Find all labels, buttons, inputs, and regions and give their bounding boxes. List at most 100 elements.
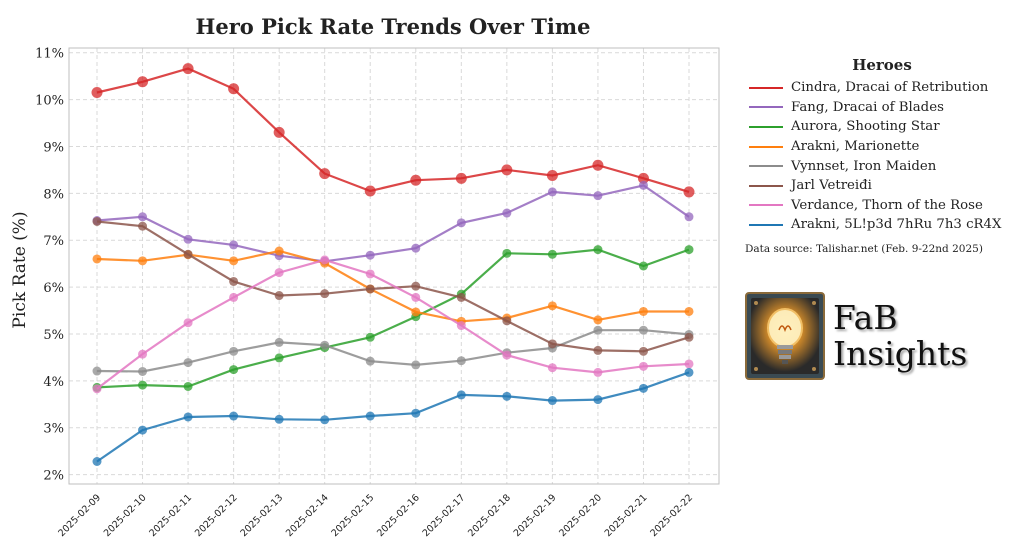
data-point xyxy=(456,321,466,331)
chart-title: Hero Pick Rate Trends Over Time xyxy=(196,14,591,39)
x-tick-labels: 2025-02-092025-02-102025-02-112025-02-12… xyxy=(56,492,695,539)
x-tick-label: 2025-02-20 xyxy=(557,492,604,539)
x-tick-label: 2025-02-09 xyxy=(56,492,103,539)
data-point xyxy=(456,356,466,366)
data-point xyxy=(365,411,375,421)
data-point xyxy=(638,346,648,356)
legend-entry: Arakni, 5L!p3d 7hRu 7h3 cR4X xyxy=(742,215,1012,235)
legend-title: Heroes xyxy=(852,56,912,74)
data-point xyxy=(410,174,422,186)
x-tick-label: 2025-02-14 xyxy=(284,492,331,539)
legend-entry: Arakni, Marionette xyxy=(742,137,1012,157)
y-tick-label: 11% xyxy=(35,47,64,62)
data-point xyxy=(229,346,239,356)
legend-label: Aurora, Shooting Star xyxy=(791,119,940,135)
data-source-note: Data source: Talishar.net (Feb. 9-22nd 2… xyxy=(745,243,983,255)
legend-swatch xyxy=(749,223,783,226)
legend-entry: Fang, Dracai of Blades xyxy=(742,98,1012,118)
data-point xyxy=(502,391,512,401)
data-point xyxy=(411,281,421,291)
data-point xyxy=(182,63,194,75)
data-point xyxy=(183,234,193,244)
data-point xyxy=(229,256,239,266)
legend-label: Arakni, 5L!p3d 7hRu 7h3 cR4X xyxy=(791,217,1002,233)
data-point xyxy=(501,164,513,176)
data-point xyxy=(183,318,193,328)
x-tick-label: 2025-02-12 xyxy=(193,492,240,539)
data-point xyxy=(364,185,376,197)
data-point xyxy=(593,245,603,255)
x-tick-label: 2025-02-11 xyxy=(147,492,194,539)
brand-text: FaB Insights xyxy=(833,300,967,372)
data-point xyxy=(456,390,466,400)
gridlines xyxy=(69,48,719,484)
legend-label: Verdance, Thorn of the Rose xyxy=(791,197,983,213)
data-point xyxy=(684,212,694,222)
x-tick-label: 2025-02-15 xyxy=(330,492,377,539)
data-point xyxy=(411,243,421,253)
data-point xyxy=(229,240,239,250)
data-point xyxy=(593,367,603,377)
data-point xyxy=(411,360,421,370)
y-tick-label: 8% xyxy=(43,187,64,202)
legend-swatch xyxy=(749,204,783,207)
data-point xyxy=(638,306,648,316)
data-point xyxy=(638,383,648,393)
legend: Heroes Cindra, Dracai of Retribution Fang… xyxy=(742,56,1012,235)
data-point xyxy=(365,250,375,260)
data-point xyxy=(502,316,512,326)
data-point xyxy=(411,307,421,317)
data-point xyxy=(274,414,284,424)
data-point xyxy=(92,254,102,264)
data-point xyxy=(92,366,102,376)
data-point xyxy=(274,291,284,301)
legend-label: Arakni, Marionette xyxy=(791,139,920,155)
y-tick-label: 5% xyxy=(43,328,64,343)
data-point xyxy=(593,315,603,325)
legend-swatch xyxy=(749,106,783,109)
data-point xyxy=(274,268,284,278)
data-point xyxy=(455,172,467,184)
data-point xyxy=(92,216,102,226)
data-point xyxy=(92,456,102,466)
y-tick-label: 10% xyxy=(35,94,64,109)
data-point xyxy=(91,87,103,99)
data-point xyxy=(320,415,330,425)
data-point xyxy=(183,412,193,422)
x-tick-label: 2025-02-22 xyxy=(648,492,695,539)
data-point xyxy=(547,249,557,259)
data-point xyxy=(365,332,375,342)
legend-label: Fang, Dracai of Blades xyxy=(791,99,944,115)
data-point xyxy=(502,208,512,218)
data-point xyxy=(411,292,421,302)
data-point xyxy=(229,365,239,375)
y-tick-label: 3% xyxy=(43,422,64,437)
brand-block: FaB Insights xyxy=(745,292,967,380)
y-axis-label: Pick Rate (%) xyxy=(10,211,30,328)
data-point xyxy=(273,126,285,138)
legend-label: Jarl Vetreiđi xyxy=(791,178,872,194)
legend-swatch xyxy=(749,165,783,168)
series-5 xyxy=(92,216,694,356)
legend-entry: Verdance, Thorn of the Rose xyxy=(742,196,1012,216)
series-line xyxy=(96,220,690,353)
data-point xyxy=(593,395,603,405)
series-7 xyxy=(92,367,694,466)
series-line xyxy=(96,184,690,263)
data-point xyxy=(274,337,284,347)
data-point xyxy=(229,411,239,421)
data-point xyxy=(638,180,648,190)
data-point xyxy=(683,186,695,198)
series-6 xyxy=(92,255,694,394)
data-point xyxy=(320,340,330,350)
y-tick-label: 6% xyxy=(43,281,64,296)
data-point xyxy=(274,246,284,256)
legend-swatch xyxy=(749,125,783,128)
data-point xyxy=(183,358,193,368)
legend-swatch xyxy=(749,184,783,187)
legend-swatch xyxy=(749,145,783,148)
y-tick-label: 2% xyxy=(43,469,64,484)
legend-swatch xyxy=(749,86,783,89)
x-tick-label: 2025-02-13 xyxy=(238,492,285,539)
